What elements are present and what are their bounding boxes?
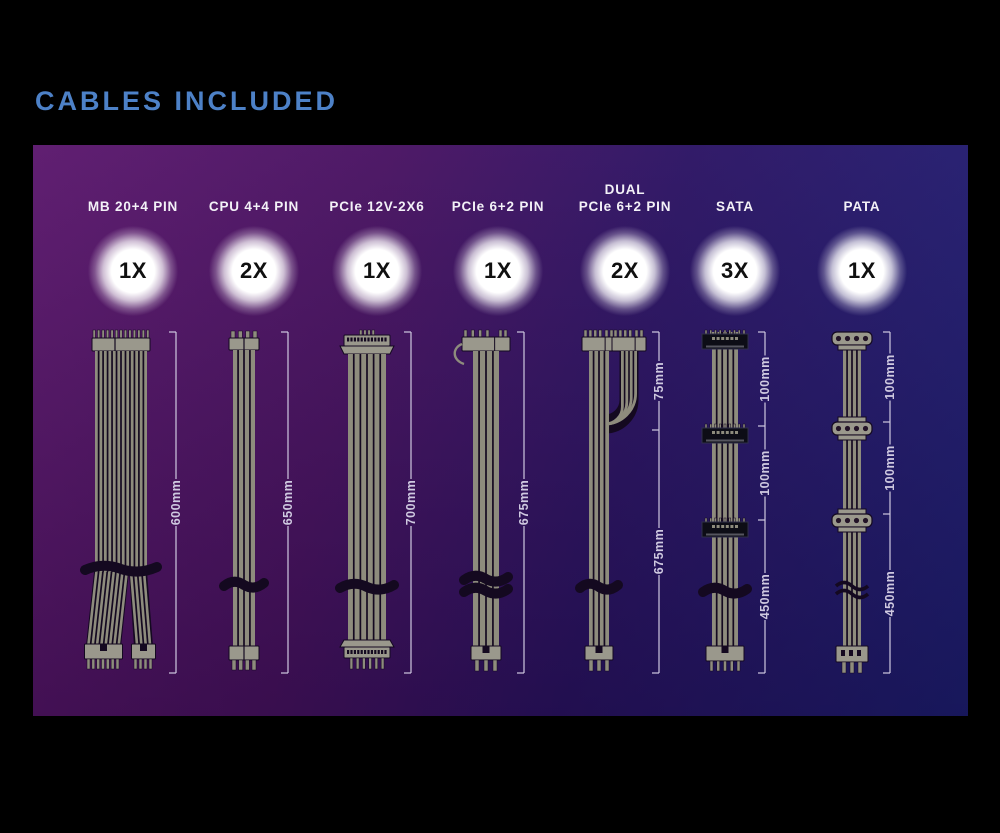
measurement-bracket: 650mm [281,331,295,674]
cable-drawing [219,330,269,671]
cables-panel: MB 20+4 PIN 1X 600mm CPU 4+4 PIN 2X 650mm PCIe… [33,145,968,716]
svg-text:100mm: 100mm [758,450,772,496]
cable-drawing [698,329,752,672]
count-text: 1X [363,258,391,283]
count-badge: 2X [209,226,299,316]
cable-illustration-mb-20-4-pin: 600mm [80,329,183,674]
svg-text:100mm: 100mm [883,354,897,400]
cable-label: CPU 4+4 PIN [184,169,324,215]
count-badge: 1X [88,226,178,316]
page-title: CABLES INCLUDED [35,86,339,116]
cable-column-pcie-6-2-pin: PCIe 6+2 PIN 1X 675mm [428,145,568,716]
count-text: 1X [484,258,512,283]
cable-label: DUAL PCIe 6+2 PIN [555,169,695,215]
count-badge: 1X [332,226,422,316]
measurement-bracket: 100mm 100mm 450mm [758,331,772,674]
svg-text:75mm: 75mm [652,362,666,400]
cable-column-sata: SATA 3X 100mm 100mm 450mm [665,145,805,716]
svg-text:675mm: 675mm [652,529,666,575]
svg-text:100mm: 100mm [758,356,772,402]
cable-illustration-dual-pcie-6-2-pin: 75mm 675mm [575,329,666,674]
cable-label-line: PCIe 12V-2X6 [329,199,425,214]
svg-text:650mm: 650mm [281,480,295,526]
cable-label-line: CPU 4+4 PIN [208,199,300,214]
cable-column-mb-20-4-pin: MB 20+4 PIN 1X 600mm [63,145,203,716]
cable-label: PCIe 6+2 PIN [428,169,568,215]
measurement-bracket: 675mm [517,331,531,674]
svg-text:100mm: 100mm [883,445,897,491]
svg-text:675mm: 675mm [517,480,531,526]
cable-drawing [831,331,873,674]
measurement-bracket: 75mm 675mm [652,331,666,674]
cable-column-pcie-12v-2x6: PCIe 12V-2X6 1X 700mm [307,145,447,716]
measurement-bracket: 100mm 100mm 450mm [883,331,897,674]
count-text: 3X [721,258,749,283]
cable-label-line: PATA [843,199,881,214]
cable-illustration-sata: 100mm 100mm 450mm [698,329,772,674]
cable-column-cpu-4-4-pin: CPU 4+4 PIN 2X 650mm [184,145,324,716]
cable-label: PATA [792,169,932,215]
cable-label-line: MB 20+4 PIN [87,199,179,214]
cable-label: SATA [665,169,805,215]
cable-drawing [80,329,162,670]
cable-drawing [453,329,513,672]
count-text: 2X [611,258,639,283]
cable-label-line: SATA [716,199,754,214]
count-badge: 1X [817,226,907,316]
measurement-bracket: 700mm [404,331,418,674]
count-text: 2X [240,258,268,283]
cable-column-pata: PATA 1X 100mm 100mm 450mm [792,145,932,716]
svg-text:700mm: 700mm [404,480,418,526]
count-text: 1X [119,258,147,283]
cable-illustration-cpu-4-4-pin: 650mm [219,330,295,674]
count-badge: 2X [580,226,670,316]
cable-illustration-pata: 100mm 100mm 450mm [831,331,897,674]
cable-label: MB 20+4 PIN [63,169,203,215]
cable-illustration-pcie-6-2-pin: 675mm [453,329,531,674]
count-text: 1X [848,258,876,283]
svg-text:600mm: 600mm [169,480,183,526]
cable-label-line: PCIe 6+2 PIN [451,199,545,214]
count-badge: 1X [453,226,543,316]
cable-label-line: DUAL [604,182,646,197]
cable-column-dual-pcie-6-2-pin: DUAL PCIe 6+2 PIN 2X 75mm 675mm [555,145,695,716]
cable-label: PCIe 12V-2X6 [307,169,447,215]
count-badge: 3X [690,226,780,316]
cable-drawing [575,329,647,672]
cable-label-line: PCIe 6+2 PIN [578,199,672,214]
cable-drawing [335,329,399,670]
svg-text:450mm: 450mm [758,574,772,620]
measurement-bracket: 600mm [169,331,183,674]
svg-text:450mm: 450mm [883,571,897,617]
cable-illustration-pcie-12v-2x6: 700mm [335,329,418,674]
